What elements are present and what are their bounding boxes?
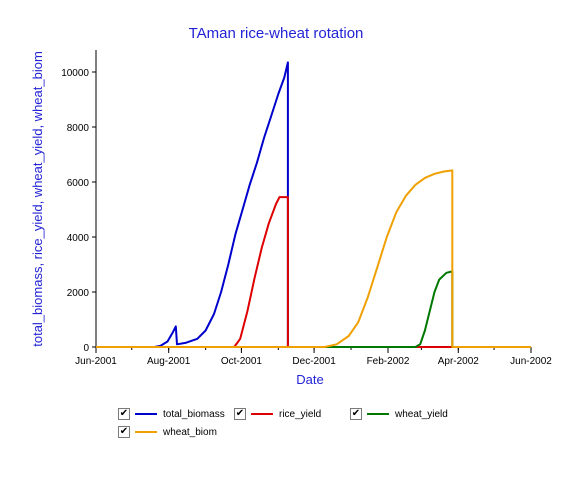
legend-label: wheat_biom bbox=[163, 426, 217, 438]
x-tick-label: Dec-2001 bbox=[292, 356, 336, 367]
legend-item-rice-yield: ✔ rice_yield bbox=[234, 406, 321, 422]
series-line-wheat-biom bbox=[96, 169, 531, 348]
legend-checkbox[interactable]: ✔ bbox=[234, 408, 246, 420]
y-tick-label: 6000 bbox=[67, 178, 90, 189]
y-tick-label: 4000 bbox=[67, 233, 90, 244]
legend-label: total_biomass bbox=[163, 408, 225, 420]
legend-label: wheat_yield bbox=[395, 408, 448, 420]
axes: 0 2000 4000 6000 8000 10000 Jun-2001 Aug-2001 Oc… bbox=[61, 50, 552, 367]
x-tick-label: Jun-2002 bbox=[510, 356, 552, 367]
series-line-wheat-yield bbox=[96, 270, 531, 348]
x-tick-label: Apr-2002 bbox=[438, 356, 480, 367]
series-lines bbox=[96, 61, 531, 348]
legend-checkbox[interactable]: ✔ bbox=[118, 408, 130, 420]
x-tick-label: Aug-2001 bbox=[147, 356, 191, 367]
series-line-rice-yield bbox=[96, 196, 531, 348]
x-axis-label: Date bbox=[296, 372, 323, 387]
legend-checkbox[interactable]: ✔ bbox=[350, 408, 362, 420]
legend-item-wheat-biom: ✔ wheat_biom bbox=[118, 424, 217, 440]
x-tick-label: Feb-2002 bbox=[367, 356, 410, 367]
legend-checkbox[interactable]: ✔ bbox=[118, 426, 130, 438]
chart-title: TAman rice-wheat rotation bbox=[189, 25, 364, 42]
legend-swatch bbox=[135, 413, 157, 415]
series-line-total-biomass bbox=[96, 61, 531, 348]
y-axis-label: total_biomass, rice_yield, wheat_yield, … bbox=[30, 51, 45, 347]
y-tick-label: 10000 bbox=[61, 68, 89, 79]
legend-item-total-biomass: ✔ total_biomass bbox=[118, 406, 225, 422]
legend-swatch bbox=[135, 431, 157, 433]
legend-label: rice_yield bbox=[279, 408, 322, 420]
legend: ✔ total_biomass ✔ rice_yield ✔ wheat_yield ✔ wh… bbox=[118, 406, 518, 446]
legend-swatch bbox=[251, 413, 273, 415]
x-tick-label: Jun-2001 bbox=[75, 356, 117, 367]
y-tick-label: 0 bbox=[83, 343, 89, 354]
legend-item-wheat-yield: ✔ wheat_yield bbox=[350, 406, 448, 422]
y-tick-label: 2000 bbox=[67, 288, 90, 299]
legend-swatch bbox=[367, 413, 389, 415]
y-tick-label: 8000 bbox=[67, 123, 90, 134]
x-tick-label: Oct-2001 bbox=[221, 356, 263, 367]
